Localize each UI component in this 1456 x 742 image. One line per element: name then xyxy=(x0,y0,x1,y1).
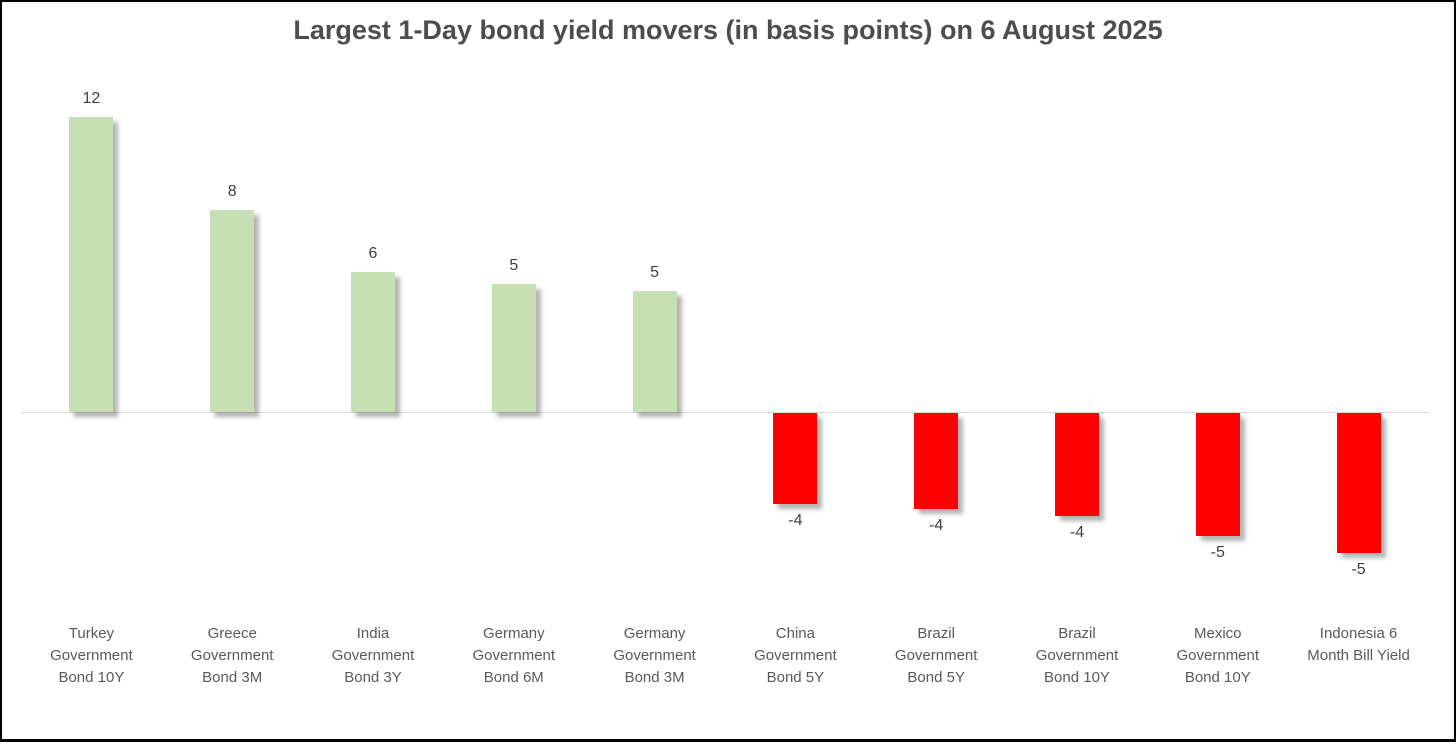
positive-bar xyxy=(632,291,677,412)
plot-area: 12 8 6 5 5 -4 -4 -4 -5 -5 xyxy=(19,2,1431,620)
bar-column: -5 xyxy=(1288,2,1429,620)
bar-value-label: -4 xyxy=(1069,524,1085,541)
bar-column: 5 xyxy=(443,2,584,620)
bar-value-label: 5 xyxy=(509,257,519,274)
category-axis-labels: Turkey Government Bond 10Y Greece Governm… xyxy=(21,623,1429,689)
chart-title: Largest 1-Day bond yield movers (in basi… xyxy=(293,15,1163,45)
bar-columns: 12 8 6 5 5 -4 -4 -4 -5 -5 xyxy=(21,2,1429,620)
bar-value-label: 8 xyxy=(227,183,237,200)
category-label: Mexico Government Bond 10Y xyxy=(1176,625,1260,686)
bar-value-label: 12 xyxy=(82,90,101,107)
bar-column: 8 xyxy=(162,2,303,620)
positive-bar xyxy=(210,210,255,412)
negative-bar xyxy=(1336,413,1381,553)
category-label: Greece Government Bond 3M xyxy=(190,625,274,686)
bar-value-label: -5 xyxy=(1351,561,1366,578)
category-label: China Government Bond 5Y xyxy=(754,625,837,686)
bar-value-label: 6 xyxy=(368,245,378,262)
negative-bar xyxy=(1195,413,1240,536)
bar-value-label: -4 xyxy=(929,517,944,534)
bar-column: 12 xyxy=(21,2,162,620)
positive-bar xyxy=(350,272,395,412)
bar-value-label: 5 xyxy=(650,264,660,281)
bar-column: 6 xyxy=(303,2,444,620)
category-label: Turkey Government Bond 10Y xyxy=(50,625,133,686)
category-label: Germany Government Bond 3M xyxy=(613,625,696,686)
bar-column: 5 xyxy=(584,2,725,620)
category-label: Indonesia 6 Month Bill Yield xyxy=(1307,625,1410,664)
negative-bar xyxy=(773,413,818,504)
positive-bar xyxy=(69,117,114,412)
negative-bar xyxy=(914,413,959,509)
bar-column: -4 xyxy=(725,2,866,620)
category-label: Brazil Government Bond 5Y xyxy=(894,625,978,686)
negative-bar xyxy=(1054,413,1099,516)
category-label: India Government Bond 3Y xyxy=(331,625,415,686)
zero-axis-line xyxy=(21,412,1429,413)
bar-column: -4 xyxy=(866,2,1007,620)
bar-column: -4 xyxy=(1007,2,1148,620)
positive-bar xyxy=(491,284,536,412)
bar-value-label: -5 xyxy=(1210,544,1225,561)
category-label: Germany Government Bond 6M xyxy=(472,625,556,686)
category-label: Brazil Government Bond 10Y xyxy=(1035,625,1119,686)
bar-column: -5 xyxy=(1147,2,1288,620)
bar-value-label: -4 xyxy=(788,512,803,529)
